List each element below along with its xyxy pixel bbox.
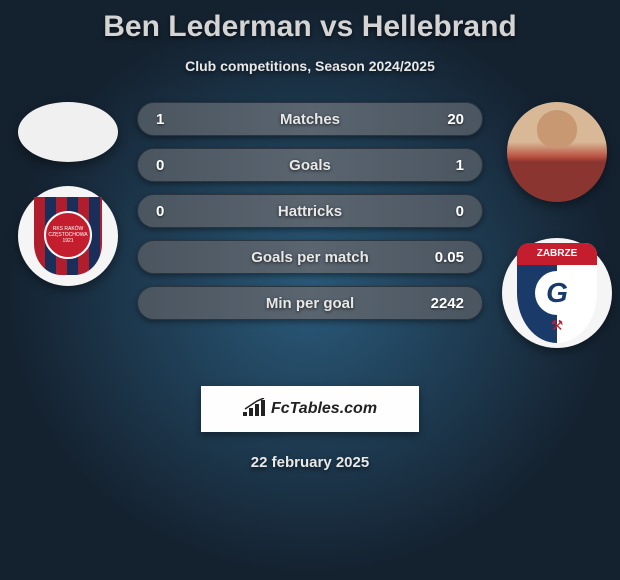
main-area: RKS RAKÓW CZĘSTOCHOWA 1921 ZABRZE G ⚒ (0, 102, 620, 362)
club2-badge: ZABRZE G ⚒ (502, 238, 612, 348)
stat-row: Min per goal 2242 (137, 286, 483, 320)
hammer-pick-icon: ⚒ (551, 317, 564, 334)
stat-row: 0 Hattricks 0 (137, 194, 483, 228)
stat-row: 1 Matches 20 (137, 102, 483, 136)
stat-right-value: 20 (424, 111, 464, 128)
subtitle: Club competitions, Season 2024/2025 (0, 58, 620, 74)
right-column: ZABRZE G ⚒ (502, 102, 612, 348)
stat-left-value: 0 (156, 157, 196, 174)
content-wrapper: Ben Lederman vs Hellebrand Club competit… (0, 0, 620, 580)
stat-left-value: 1 (156, 111, 196, 128)
site-logo[interactable]: FcTables.com (201, 386, 419, 432)
stat-right-value: 1 (424, 157, 464, 174)
gornik-badge-icon: ZABRZE G ⚒ (517, 243, 597, 343)
gornik-letter: G (535, 271, 579, 315)
stat-label: Min per goal (196, 295, 424, 312)
stat-right-value: 0.05 (424, 249, 464, 266)
club1-badge: RKS RAKÓW CZĘSTOCHOWA 1921 (18, 186, 118, 286)
date-text: 22 february 2025 (0, 454, 620, 471)
stat-row: Goals per match 0.05 (137, 240, 483, 274)
stat-label: Matches (196, 111, 424, 128)
stat-right-value: 2242 (424, 295, 464, 312)
rakow-badge-icon: RKS RAKÓW CZĘSTOCHOWA 1921 (34, 197, 102, 275)
stat-label: Goals (196, 157, 424, 174)
player1-avatar (18, 102, 118, 162)
rakow-year: 1921 (62, 238, 73, 244)
page-title: Ben Lederman vs Hellebrand (0, 0, 620, 44)
stat-left-value: 0 (156, 203, 196, 220)
chart-icon (243, 398, 265, 421)
stat-row: 0 Goals 1 (137, 148, 483, 182)
rakow-circle: RKS RAKÓW CZĘSTOCHOWA 1921 (44, 211, 92, 259)
player2-avatar (507, 102, 607, 202)
gornik-top-text: ZABRZE (517, 243, 597, 265)
logo-text: FcTables.com (271, 400, 377, 418)
stat-label: Goals per match (196, 249, 424, 266)
stat-label: Hattricks (196, 203, 424, 220)
stat-right-value: 0 (424, 203, 464, 220)
stats-column: 1 Matches 20 0 Goals 1 0 Hattricks 0 Goa… (137, 102, 483, 320)
left-column: RKS RAKÓW CZĘSTOCHOWA 1921 (8, 102, 128, 286)
